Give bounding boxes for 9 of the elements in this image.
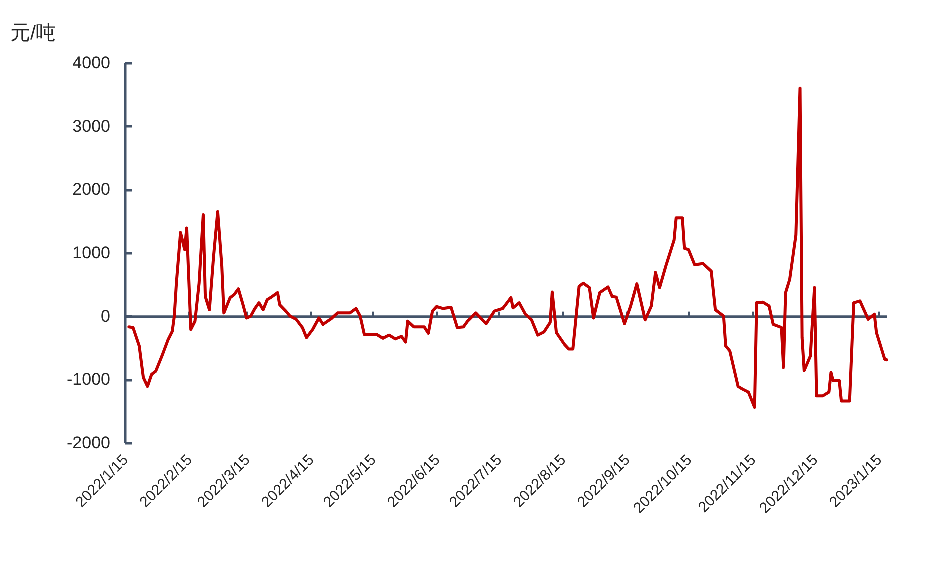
y-axis-title: 元/吨 <box>10 22 56 44</box>
y-tick-label: 4000 <box>72 54 110 72</box>
y-tick-label: 2000 <box>72 180 110 200</box>
y-tick-label: 3000 <box>72 116 110 136</box>
y-tick-label: -2000 <box>67 434 110 452</box>
y-tick-label: 0 <box>101 306 110 326</box>
y-tick-label: -1000 <box>67 370 110 390</box>
y-tick-label: 1000 <box>72 244 110 262</box>
line-series <box>128 86 888 410</box>
